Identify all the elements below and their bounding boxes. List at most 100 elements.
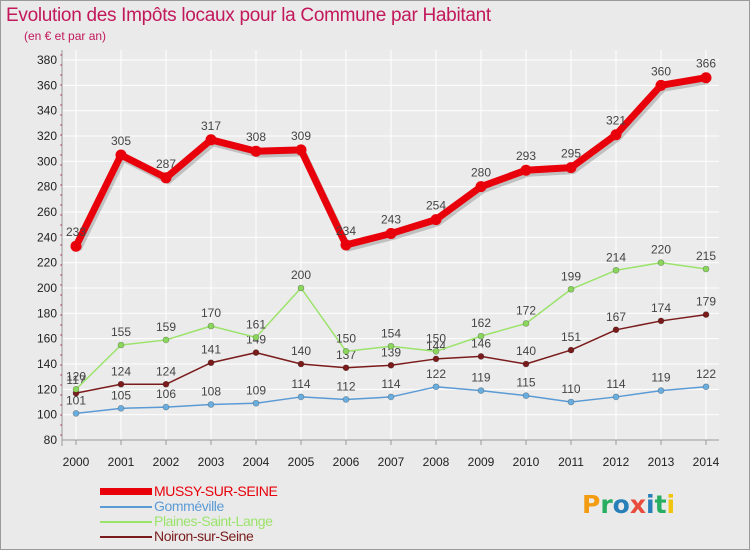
data-point-mussy-sur-seine bbox=[385, 228, 397, 240]
data-point-plaines-saint-lange bbox=[342, 348, 350, 355]
data-point-noiron-sur-seine bbox=[612, 326, 620, 334]
data-point-gommeville bbox=[657, 387, 665, 394]
data-label-mussy-sur-seine: 321 bbox=[606, 114, 626, 128]
data-point-mussy-sur-seine bbox=[430, 214, 442, 226]
data-label-noiron-sur-seine: 140 bbox=[516, 344, 536, 358]
x-tick-label: 2010 bbox=[513, 455, 540, 469]
data-label-noiron-sur-seine: 167 bbox=[606, 310, 626, 324]
data-point-noiron-sur-seine bbox=[252, 349, 260, 356]
data-point-plaines-saint-lange bbox=[702, 265, 710, 273]
x-tick-label: 2014 bbox=[693, 455, 720, 469]
legend-swatch bbox=[100, 520, 152, 523]
data-label-gommeville: 119 bbox=[471, 371, 490, 385]
data-label-plaines-saint-lange: 170 bbox=[201, 306, 221, 320]
data-label-noiron-sur-seine: 139 bbox=[381, 345, 401, 359]
data-label-plaines-saint-lange: 120 bbox=[66, 369, 86, 383]
data-label-gommeville: 112 bbox=[336, 379, 355, 393]
data-label-mussy-sur-seine: 360 bbox=[651, 64, 671, 78]
x-tick-label: 2007 bbox=[378, 455, 405, 469]
data-point-noiron-sur-seine bbox=[387, 361, 395, 369]
data-label-noiron-sur-seine: 124 bbox=[156, 364, 176, 378]
legend-label: Noiron-sur-Seine bbox=[154, 528, 254, 544]
data-label-mussy-sur-seine: 254 bbox=[426, 199, 446, 213]
x-tick-label: 2005 bbox=[288, 455, 315, 469]
data-point-plaines-saint-lange bbox=[657, 259, 665, 266]
y-tick-label: 100 bbox=[37, 408, 57, 422]
data-point-plaines-saint-lange bbox=[567, 285, 575, 293]
data-point-gommeville bbox=[387, 393, 395, 401]
legend-item: Noiron-sur-Seine bbox=[100, 529, 277, 544]
data-point-plaines-saint-lange bbox=[522, 320, 530, 327]
data-point-plaines-saint-lange bbox=[297, 284, 305, 292]
data-label-plaines-saint-lange: 154 bbox=[381, 326, 401, 340]
logo-letter: r bbox=[600, 490, 613, 519]
data-point-noiron-sur-seine bbox=[342, 364, 350, 372]
data-point-noiron-sur-seine bbox=[117, 380, 125, 388]
data-point-gommeville bbox=[297, 393, 305, 401]
data-point-noiron-sur-seine bbox=[522, 360, 530, 368]
data-label-gommeville: 115 bbox=[516, 376, 535, 390]
data-label-plaines-saint-lange: 161 bbox=[246, 317, 266, 331]
data-label-mussy-sur-seine: 295 bbox=[561, 147, 581, 161]
data-label-plaines-saint-lange: 200 bbox=[291, 268, 311, 282]
data-point-plaines-saint-lange bbox=[252, 334, 260, 341]
data-point-gommeville bbox=[477, 387, 485, 394]
data-label-gommeville: 122 bbox=[426, 367, 446, 381]
data-point-gommeville bbox=[522, 392, 530, 399]
legend-label: Gomméville bbox=[154, 498, 224, 514]
data-label-gommeville: 101 bbox=[66, 393, 86, 407]
data-label-noiron-sur-seine: 124 bbox=[111, 364, 131, 378]
data-point-mussy-sur-seine bbox=[250, 145, 262, 157]
y-tick-label: 280 bbox=[37, 180, 57, 194]
data-point-gommeville bbox=[612, 393, 620, 401]
x-tick-label: 2009 bbox=[468, 455, 495, 469]
legend-item: MUSSY-SUR-SEINE bbox=[100, 484, 278, 499]
data-point-mussy-sur-seine bbox=[520, 164, 532, 176]
data-point-gommeville bbox=[432, 383, 440, 391]
data-point-mussy-sur-seine bbox=[160, 172, 172, 184]
legend-swatch bbox=[100, 505, 152, 508]
data-label-mussy-sur-seine: 280 bbox=[471, 166, 491, 180]
data-label-gommeville: 119 bbox=[651, 371, 670, 385]
y-tick-label: 360 bbox=[37, 78, 57, 92]
data-label-gommeville: 114 bbox=[606, 377, 625, 391]
data-point-noiron-sur-seine bbox=[432, 355, 440, 363]
x-tick-label: 2013 bbox=[648, 455, 675, 469]
data-label-gommeville: 114 bbox=[291, 377, 310, 391]
data-label-mussy-sur-seine: 317 bbox=[201, 119, 221, 133]
data-label-plaines-saint-lange: 150 bbox=[426, 331, 446, 345]
data-point-mussy-sur-seine bbox=[610, 129, 622, 141]
chart-title: Evolution des Impôts locaux pour la Comm… bbox=[6, 5, 491, 26]
data-label-gommeville: 105 bbox=[111, 388, 131, 402]
legend-swatch bbox=[100, 488, 152, 495]
data-label-mussy-sur-seine: 308 bbox=[246, 130, 266, 144]
data-label-mussy-sur-seine: 309 bbox=[291, 129, 311, 143]
logo-letter: o bbox=[612, 490, 630, 519]
x-tick-label: 2002 bbox=[153, 455, 180, 469]
data-point-mussy-sur-seine bbox=[655, 79, 667, 91]
data-point-noiron-sur-seine bbox=[567, 346, 575, 354]
data-label-plaines-saint-lange: 172 bbox=[516, 303, 536, 317]
logo-letter: P bbox=[582, 490, 601, 519]
data-label-plaines-saint-lange: 150 bbox=[336, 331, 356, 345]
data-label-noiron-sur-seine: 179 bbox=[696, 295, 716, 309]
data-point-gommeville bbox=[72, 410, 80, 417]
data-label-noiron-sur-seine: 151 bbox=[561, 330, 581, 344]
data-point-mussy-sur-seine bbox=[295, 144, 307, 156]
logo-letter: x bbox=[629, 490, 646, 519]
data-label-gommeville: 110 bbox=[561, 382, 580, 396]
legend-label: Plaines-Saint-Lange bbox=[154, 513, 273, 529]
data-label-plaines-saint-lange: 159 bbox=[156, 320, 176, 334]
data-label-plaines-saint-lange: 220 bbox=[651, 243, 671, 257]
data-label-noiron-sur-seine: 141 bbox=[201, 343, 221, 357]
data-label-plaines-saint-lange: 162 bbox=[471, 316, 491, 330]
data-point-gommeville bbox=[207, 401, 215, 408]
data-point-noiron-sur-seine bbox=[207, 359, 215, 367]
data-label-mussy-sur-seine: 243 bbox=[381, 213, 401, 227]
data-point-mussy-sur-seine bbox=[700, 72, 712, 84]
y-tick-label: 300 bbox=[37, 154, 57, 168]
data-point-gommeville bbox=[117, 405, 125, 412]
y-tick-label: 260 bbox=[37, 205, 57, 219]
y-tick-label: 80 bbox=[44, 433, 58, 447]
